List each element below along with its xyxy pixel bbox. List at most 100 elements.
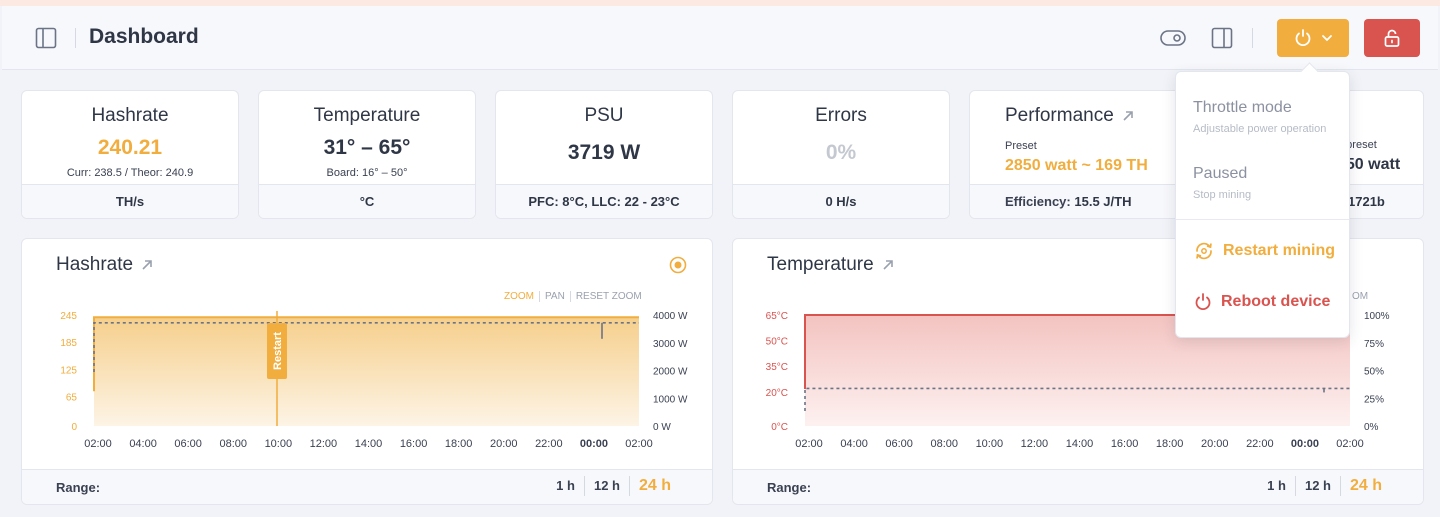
menu-item-title: Throttle mode (1193, 99, 1292, 116)
range-label: Range: (56, 480, 101, 495)
panel-title: Temperature (767, 254, 894, 276)
y2-tick-label: 0% (1364, 422, 1379, 433)
x-tick-label: 10:00 (265, 438, 293, 450)
zoom-controls: OM (1347, 291, 1373, 302)
reset-zoom-button[interactable]: OM (1352, 291, 1369, 302)
preset-value: 750 watt (1337, 156, 1401, 173)
hashrate-card: Hashrate 240.21 Curr: 238.5 / Theor: 240… (21, 90, 239, 219)
x-tick-label: 00:00 (1291, 438, 1319, 450)
external-link-icon[interactable] (882, 259, 894, 271)
zoom-controls: ZOOM PAN RESET ZOOM (499, 291, 647, 302)
range-buttons: 1 h 12 h 24 h (1258, 476, 1391, 496)
preset-value: 2850 watt ~ 169 TH (1005, 157, 1148, 174)
y-tick-label: 50°C (766, 337, 788, 348)
unlock-icon (1384, 29, 1400, 47)
temperature-chart-panel: Temperature OM 0°C 20°C 35°C 50°C 65°C 0% 25% 5… (732, 238, 1424, 505)
paused-item[interactable]: Paused Stop mining (1193, 165, 1339, 201)
reboot-device-item[interactable]: Reboot device (1193, 292, 1330, 312)
hashrate-chart: 0 65 125 185 245 0 W 1000 W 2000 W 3000 W 4000 W 0… (60, 311, 688, 450)
pan-button[interactable]: PAN (539, 291, 570, 302)
series-area (94, 317, 639, 426)
y2-tick-label: 100% (1364, 311, 1390, 322)
y2-tick-label: 50% (1364, 367, 1384, 378)
external-link-icon[interactable] (141, 259, 153, 271)
card-title: Hashrate (91, 105, 169, 126)
reset-zoom-button[interactable]: RESET ZOOM (569, 291, 647, 302)
card-footer: 0 H/s (733, 184, 949, 218)
x-tick-label: 08:00 (930, 438, 958, 450)
y-tick-label: 125 (60, 365, 77, 376)
performance-card[interactable]: Performance Preset 2850 watt ~ 169 TH Ef… (969, 90, 1187, 219)
card-title: PSU (584, 105, 624, 126)
card-footer: TH/s (22, 184, 238, 218)
card-subtext: Board: 16° – 50° (326, 167, 408, 179)
y2-tick-label: 2000 W (653, 367, 688, 378)
x-tick-label: 10:00 (976, 438, 1004, 450)
x-tick-label: 18:00 (445, 438, 473, 450)
x-tick-label: 08:00 (219, 438, 247, 450)
range-footer: Range: 1 h 12 h 24 h (733, 469, 1423, 504)
y2-tick-label: 0 W (653, 422, 671, 433)
sidebar-icon[interactable] (34, 26, 58, 50)
x-tick-label: 00:00 (580, 438, 608, 450)
power-icon (1195, 293, 1211, 311)
efficiency-value: 15.5 J/TH (1074, 194, 1132, 209)
y-tick-label: 185 (60, 338, 77, 349)
range-12h-button[interactable]: 12 h (1294, 476, 1340, 496)
panel-icon[interactable] (1210, 26, 1234, 50)
y-tick-label: 0°C (771, 422, 788, 433)
target-icon[interactable] (669, 256, 687, 274)
y2-tick-label: 4000 W (653, 311, 688, 322)
y-tick-label: 35°C (766, 362, 788, 373)
range-24h-button[interactable]: 24 h (1339, 476, 1391, 496)
x-tick-label: 14:00 (355, 438, 383, 450)
card-value: 3719 W (567, 141, 641, 164)
x-tick-label: 04:00 (129, 438, 157, 450)
header-divider (1252, 28, 1253, 48)
menu-divider (1176, 219, 1349, 220)
x-tick-label: 12:00 (310, 438, 338, 450)
x-tick-label: 02:00 (84, 438, 112, 450)
header-divider (75, 28, 76, 48)
menu-item-subtitle: Adjustable power operation (1193, 123, 1327, 135)
unlock-button[interactable] (1364, 19, 1420, 57)
power-icon (1295, 29, 1311, 47)
power-menu-button[interactable] (1277, 19, 1349, 57)
x-tick-label: 16:00 (1111, 438, 1139, 450)
power-dropdown-menu: Throttle mode Adjustable power operation… (1175, 71, 1350, 338)
y2-tick-label: 75% (1364, 339, 1384, 350)
range-1h-button[interactable]: 1 h (556, 478, 575, 493)
y-tick-label: 20°C (766, 388, 788, 399)
restart-icon (1196, 242, 1212, 260)
card-footer: PFC: 8°C, LLC: 22 - 23°C (496, 184, 712, 218)
y2-tick-label: 1000 W (653, 394, 688, 405)
y-tick-label: 65°C (766, 311, 788, 322)
x-tick-label: 18:00 (1156, 438, 1184, 450)
range-footer: Range: 1 h 12 h 24 h (22, 469, 712, 504)
x-tick-label: 20:00 (490, 438, 518, 450)
range-24h-button[interactable]: 24 h (628, 476, 680, 496)
page-title: Dashboard (89, 25, 199, 48)
series-area (805, 315, 1350, 426)
toggle-icon[interactable] (1160, 28, 1186, 48)
secondary-series-line (804, 387, 1350, 411)
card-footer: Efficiency: 15.5 J/TH (970, 184, 1186, 218)
x-tick-label: 22:00 (535, 438, 563, 450)
secondary-series-line (93, 321, 639, 372)
x-tick-label: 20:00 (1201, 438, 1229, 450)
series-line (804, 314, 1350, 389)
throttle-mode-item[interactable]: Throttle mode Adjustable power operation (1193, 99, 1339, 135)
x-tick-label: 02:00 (625, 438, 653, 450)
card-value: 240.21 (97, 136, 163, 159)
restart-mining-item[interactable]: Restart mining (1193, 240, 1335, 262)
range-1h-button[interactable]: 1 h (1267, 478, 1286, 493)
card-value: 31° – 65° (323, 136, 411, 159)
errors-card: Errors 0% 0 H/s (732, 90, 950, 219)
top-accent-line (0, 0, 1440, 6)
zoom-button[interactable]: ZOOM (504, 291, 534, 302)
range-12h-button[interactable]: 12 h (583, 476, 629, 496)
series-line (93, 316, 639, 392)
y-tick-label: 0 (71, 422, 77, 433)
temperature-chart: 0°C 20°C 35°C 50°C 65°C 0% 25% 50% 75% 100% 02:00 0… (766, 311, 1390, 450)
x-tick-label: 06:00 (174, 438, 202, 450)
